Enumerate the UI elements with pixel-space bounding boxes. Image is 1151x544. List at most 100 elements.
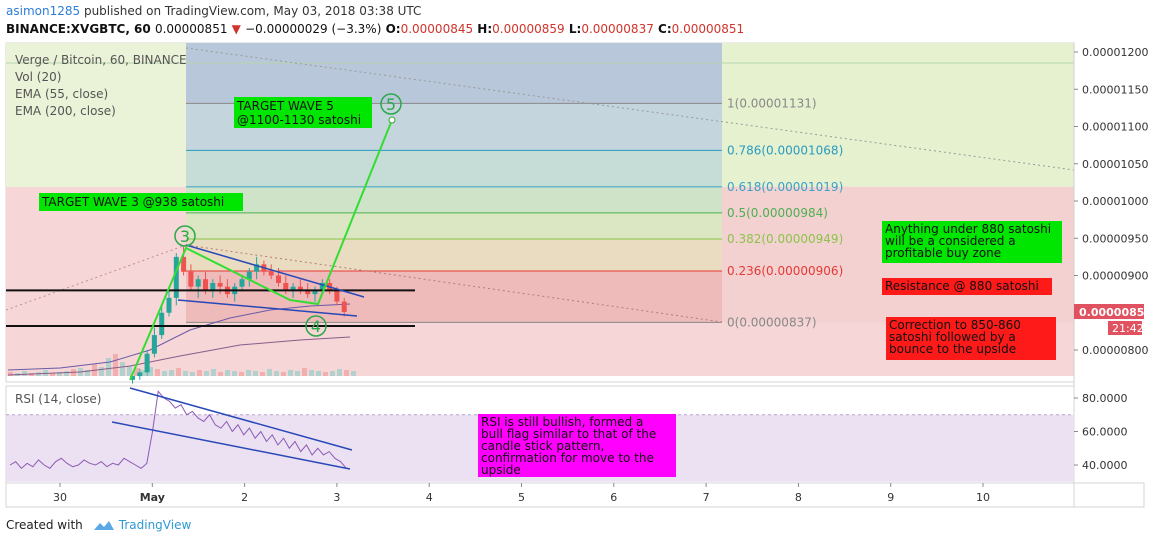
time-tick-label: 2 <box>241 491 248 504</box>
created-with-text: Created with <box>6 518 83 532</box>
candle-body <box>290 286 296 291</box>
volume-bar <box>323 372 328 376</box>
close-value: 0.00000851 <box>671 22 745 36</box>
volume-bar <box>134 368 139 376</box>
open-value: 0.00000845 <box>400 22 474 36</box>
target-wave5-box <box>234 97 372 128</box>
wave-label-text: 3 <box>180 227 190 246</box>
candle-body <box>159 312 165 336</box>
candle-body <box>173 256 179 298</box>
author-link[interactable]: asimon1285 <box>6 4 81 18</box>
legend-rsi[interactable]: RSI (14, close) <box>15 392 102 406</box>
volume-bar <box>141 370 146 376</box>
fib-level-label: 0.382(0.00000949) <box>727 232 843 246</box>
target-wave3-box <box>39 193 243 211</box>
volume-bar <box>155 369 160 376</box>
countdown-label: 21:42 <box>1112 322 1144 335</box>
candle-body <box>312 290 318 295</box>
volume-bar <box>85 370 90 376</box>
resistance-text: Resistance @ 880 satoshi <box>885 279 1039 293</box>
wave-label-circle <box>174 225 196 247</box>
volume-bar <box>302 368 307 376</box>
flag-lower-line <box>177 299 358 317</box>
volume-bar <box>239 372 244 376</box>
volume-bar <box>106 358 111 376</box>
legend-vol[interactable]: Vol (20) <box>15 70 62 84</box>
low-label: L: <box>568 22 582 36</box>
volume-bar <box>64 371 69 376</box>
legend-ema55[interactable]: EMA (55, close) <box>15 87 109 101</box>
price-tick-label: 0.00000800 <box>1082 344 1148 357</box>
candle-body <box>151 335 157 354</box>
volume-bar <box>246 370 251 376</box>
left-light-zone <box>6 43 186 187</box>
time-tick-label: May <box>140 491 165 504</box>
volume-bar <box>190 372 195 376</box>
high-label: H: <box>477 22 493 36</box>
volume-bar <box>211 369 216 376</box>
time-tick-label: 7 <box>703 491 710 504</box>
rsi-note-text: RSI is still bullish, formed a bull flag … <box>481 415 656 477</box>
price-tick-label: 0.00001100 <box>1082 121 1148 134</box>
ema-200-line <box>7 336 351 376</box>
low-value: 0.00000837 <box>581 22 654 36</box>
wave-label-text: 4 <box>311 317 321 336</box>
descending-trendline <box>185 47 1075 171</box>
volume-bar <box>162 371 167 376</box>
fib-band <box>186 212 722 239</box>
time-tick-label: 5 <box>518 491 525 504</box>
buy-zone-text: Anything under 880 satoshi will be a cons… <box>885 222 1051 260</box>
flag-upper-line <box>185 244 365 298</box>
publish-info: asimon1285 published on TradingView.com,… <box>6 4 421 18</box>
candle-body <box>210 282 216 291</box>
symbol-info-bar: BINANCE:XVGBTC, 60 0.00000851 ▼ −0.00000… <box>6 22 744 36</box>
wave5-point <box>388 116 396 124</box>
correction-box <box>886 317 1056 360</box>
volume-bar <box>260 372 265 376</box>
target-wave5-text: TARGET WAVE 5 @1100-1130 satoshi <box>236 99 361 127</box>
elliott-wave-path <box>129 119 393 381</box>
volume-bar <box>330 371 335 376</box>
candle-body <box>239 279 245 287</box>
close-label: C: <box>658 22 672 36</box>
volume-bar <box>225 370 230 376</box>
fib-band <box>186 238 722 272</box>
candle-body <box>334 290 340 302</box>
candle-body <box>341 301 347 313</box>
volume-bar <box>351 371 356 376</box>
candle-body <box>276 275 281 283</box>
volume-bar <box>295 371 300 376</box>
volume-bar <box>176 368 181 376</box>
volume-bar <box>57 372 62 376</box>
tradingview-link[interactable]: TradingView <box>118 518 192 532</box>
volume-bar <box>218 372 223 376</box>
candle-body <box>217 282 223 287</box>
legend-ema200[interactable]: EMA (200, close) <box>15 104 116 118</box>
candle-body <box>246 271 252 280</box>
time-tick-label: 4 <box>426 491 433 504</box>
fib-level-label: 1(0.00001131) <box>727 96 817 110</box>
time-tick-label: 9 <box>887 491 894 504</box>
countdown-badge <box>1108 321 1142 335</box>
volume-bar <box>183 371 188 376</box>
volume-bar <box>274 371 279 376</box>
last-price-label: 0.00000851 <box>1079 306 1151 319</box>
volume-bar <box>316 371 321 376</box>
candle-body <box>181 256 187 272</box>
candle-body <box>254 264 260 272</box>
tradingview-logo-icon[interactable] <box>93 519 115 531</box>
volume-bar <box>267 369 272 376</box>
fib-band <box>186 186 722 213</box>
rsi-upper-trendline <box>129 387 353 451</box>
candle-body <box>130 376 135 380</box>
price-change: −0.00000029 (−3.3%) <box>245 22 382 36</box>
wave-label-text: 5 <box>386 95 396 114</box>
down-arrow-icon: ▼ <box>231 22 241 36</box>
volume-bar <box>169 370 174 376</box>
fib-level-label: 0.236(0.00000906) <box>727 264 843 278</box>
candle-body <box>195 279 201 287</box>
fib-level-label: 0.786(0.00001068) <box>727 143 843 157</box>
candle-body <box>166 297 172 313</box>
last-price-badge <box>1074 304 1144 319</box>
